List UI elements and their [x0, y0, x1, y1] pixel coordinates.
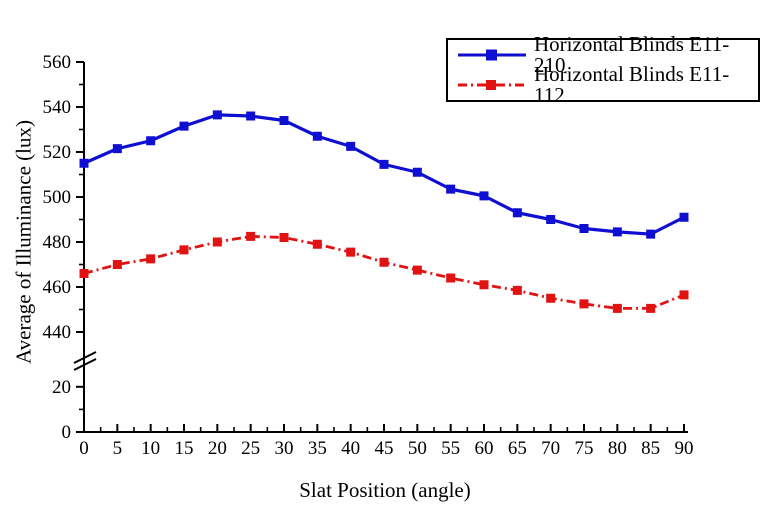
data-point-marker — [546, 215, 556, 224]
data-point-marker — [346, 247, 356, 257]
x-tick-label: 30 — [275, 438, 294, 459]
legend-entry-e11-210: Horizontal Blinds E11-210 — [448, 34, 758, 76]
data-point-marker — [379, 257, 389, 267]
data-point-marker — [412, 167, 422, 177]
legend: Horizontal Blinds E11-210 Horizontal Bli… — [446, 34, 760, 106]
data-point-marker — [312, 239, 322, 249]
data-point-marker — [79, 158, 89, 168]
data-point-marker — [446, 184, 456, 194]
data-point-marker — [412, 265, 422, 275]
data-point-marker — [546, 293, 556, 303]
x-tick-label: 80 — [608, 438, 627, 459]
data-point-marker — [679, 290, 689, 300]
y-axis-title: Average of Illuminance (lux) — [11, 120, 36, 364]
data-point-marker — [512, 208, 522, 218]
data-point-marker — [112, 260, 122, 269]
blue-solid-line-square-marker-icon — [458, 49, 526, 61]
legend-label: Horizontal Blinds E11-112 — [534, 62, 730, 107]
x-axis-title: Slat Position (angle) — [299, 478, 471, 502]
data-point-marker — [446, 273, 456, 283]
data-point-marker — [512, 285, 522, 295]
data-point-marker — [379, 159, 389, 169]
x-tick-label: 85 — [641, 438, 660, 459]
data-point-marker — [79, 269, 89, 278]
data-point-marker — [246, 111, 256, 121]
data-point-marker — [612, 227, 622, 237]
y-tick-label: 500 — [43, 187, 72, 208]
x-tick-label: 55 — [441, 438, 460, 459]
data-point-marker — [479, 191, 489, 201]
x-tick-label: 40 — [341, 438, 360, 459]
series-line-e11-210 — [83, 113, 685, 236]
x-tick-label: 60 — [475, 438, 494, 459]
y-axis-break-mark — [73, 358, 97, 371]
data-point-marker — [146, 136, 156, 146]
y-tick-label: 0 — [62, 422, 72, 443]
x-tick-label: 70 — [541, 438, 560, 459]
y-tick-label: 520 — [43, 142, 72, 163]
data-point-marker — [479, 280, 489, 290]
y-tick-label: 560 — [43, 52, 72, 73]
data-point-marker — [346, 141, 356, 151]
x-tick-label: 20 — [208, 438, 227, 459]
legend-label: Horizontal Blinds E11-210 — [534, 32, 730, 77]
data-point-marker — [646, 303, 656, 313]
x-tick-label: 5 — [113, 438, 123, 459]
x-tick-label: 10 — [141, 438, 160, 459]
data-point-marker — [179, 121, 189, 131]
x-tick-label: 90 — [675, 438, 694, 459]
y-tick-label: 540 — [43, 97, 72, 118]
data-point-marker — [279, 116, 289, 125]
x-tick-label: 15 — [175, 438, 194, 459]
series-line-e11-112 — [83, 234, 685, 310]
x-tick-label: 75 — [575, 438, 594, 459]
data-point-marker — [212, 110, 222, 120]
data-point-marker — [612, 303, 622, 313]
data-point-marker — [279, 233, 289, 242]
data-point-marker — [246, 231, 256, 241]
data-point-marker — [312, 131, 322, 141]
red-dashdot-line-square-marker-icon — [458, 80, 526, 90]
y-axis-break-mark — [73, 351, 97, 364]
x-tick-label: 0 — [79, 438, 89, 459]
data-point-marker — [179, 245, 189, 255]
data-point-marker — [579, 299, 589, 309]
data-point-marker — [579, 224, 589, 233]
data-point-marker — [146, 254, 156, 264]
legend-entry-e11-112: Horizontal Blinds E11-112 — [448, 64, 758, 106]
data-point-marker — [212, 237, 222, 247]
x-tick-label: 45 — [375, 438, 394, 459]
x-tick-label: 25 — [241, 438, 260, 459]
data-point-marker — [646, 229, 656, 239]
y-tick-label: 460 — [43, 277, 72, 298]
data-point-marker — [679, 212, 689, 222]
y-tick-label: 440 — [43, 322, 72, 343]
y-tick-label: 20 — [52, 377, 71, 398]
x-tick-label: 65 — [508, 438, 527, 459]
data-point-marker — [112, 144, 122, 154]
x-tick-label: 50 — [408, 438, 427, 459]
y-tick-label: 480 — [43, 232, 72, 253]
x-tick-label: 35 — [308, 438, 327, 459]
